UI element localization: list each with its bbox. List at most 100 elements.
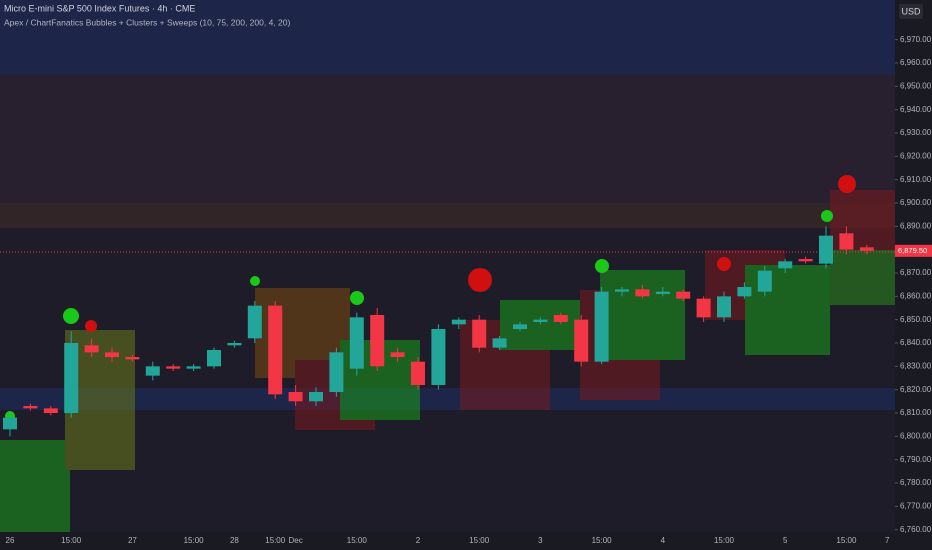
candle-body [431,329,446,385]
resistance-band [0,203,895,228]
support-band [0,388,895,410]
candle-body [166,366,181,369]
currency-box [899,4,923,19]
x-tick-label: 15:00 [184,536,205,545]
x-tick-label: 15:00 [836,536,857,545]
candle-body [84,345,99,353]
x-tick-label: 15:00 [347,536,368,545]
candle-body [349,317,364,369]
cluster-box [830,250,895,305]
cluster-box [500,300,580,350]
y-tick-label: 6,860.00 [900,291,932,300]
candle-body [737,287,752,297]
bubble [468,268,492,292]
bubble [717,257,731,271]
y-tick-label: 6,820.00 [900,385,932,394]
candle-body [839,233,854,250]
candle-body [635,289,650,297]
y-tick-label: 6,800.00 [900,431,932,440]
candle-body [859,247,874,251]
y-tick-label: 6,890.00 [900,221,932,230]
y-tick-label: 6,830.00 [900,361,932,370]
candle-body [676,291,691,299]
y-tick-label: 6,950.00 [900,81,932,90]
candle-body [411,361,425,385]
x-tick-label: 15:00 [469,536,490,545]
cluster-box [600,270,685,360]
currency: USD [901,6,921,16]
cluster-box [0,440,70,532]
candle-body [125,357,140,360]
top-zone [0,0,895,75]
x-tick-label: 26 [6,536,15,545]
candle-body [370,315,385,367]
x-tick-label: 7 [885,536,890,545]
candle-body [207,350,221,367]
candle-body [105,352,119,357]
candle-body [309,392,323,402]
x-tick-label: 15:00 [265,536,286,545]
candle-body [3,417,17,430]
candle-body [390,352,405,357]
x-tick-label: 15:00 [592,536,613,545]
candle-body [717,296,731,318]
y-axis-panel [895,0,932,550]
candle-body [757,270,772,292]
x-tick-label: 15:00 [61,536,82,545]
candle-body [819,235,833,264]
candle-body [329,352,344,392]
upper-zone [0,75,895,203]
bubble [350,291,364,305]
candle-body [513,324,527,329]
candle-body [64,343,79,413]
candle-body [615,289,629,292]
y-tick-label: 6,940.00 [900,105,932,114]
candle-body [23,406,38,409]
cluster-box [745,265,830,355]
candle-body [227,343,242,346]
y-tick-label: 6,780.00 [900,478,932,487]
y-tick-label: 6,760.00 [900,525,932,534]
last-price-label: 6,879.50 [898,246,927,255]
x-tick-label: 2 [416,536,421,545]
candle-body [574,319,589,362]
candle-body [288,392,303,402]
candle-body [553,315,568,322]
y-tick-label: 6,970.00 [900,35,932,44]
bubble [838,175,856,193]
y-tick-label: 6,920.00 [900,151,932,160]
candle-body [186,366,201,369]
y-tick-label: 6,840.00 [900,338,932,347]
candle-body [247,305,262,339]
y-tick-label: 6,930.00 [900,128,932,137]
y-tick-label: 6,870.00 [900,268,932,277]
candle-body [451,319,466,325]
bubble [63,308,79,324]
y-tick-label: 6,900.00 [900,198,932,207]
x-tick-label: 5 [783,536,788,545]
chart-title: Micro E-mini S&P 500 Index Futures · 4h … [4,3,195,13]
y-tick-label: 6,960.00 [900,58,932,67]
bubble [85,320,97,332]
candle-body [696,298,711,318]
y-tick-label: 6,910.00 [900,175,932,184]
candle-body [778,261,793,269]
x-tick-label: 3 [538,536,543,545]
candle-body [43,408,58,413]
candle-body [533,319,548,322]
indicator-legend: Apex / ChartFanatics Bubbles + Clusters … [4,17,290,27]
candle-body [594,291,609,362]
candle-body [472,319,487,348]
y-tick-label: 6,790.00 [900,455,932,464]
x-tick-label: 27 [128,536,137,545]
y-tick-label: 6,850.00 [900,315,932,324]
bubble [821,210,833,222]
candle-body [798,259,813,262]
bubble [250,276,260,286]
candle-body [145,366,160,376]
last-price-tag [895,244,932,257]
y-tick-label: 6,810.00 [900,408,932,417]
y-tick-label: 6,770.00 [900,501,932,510]
